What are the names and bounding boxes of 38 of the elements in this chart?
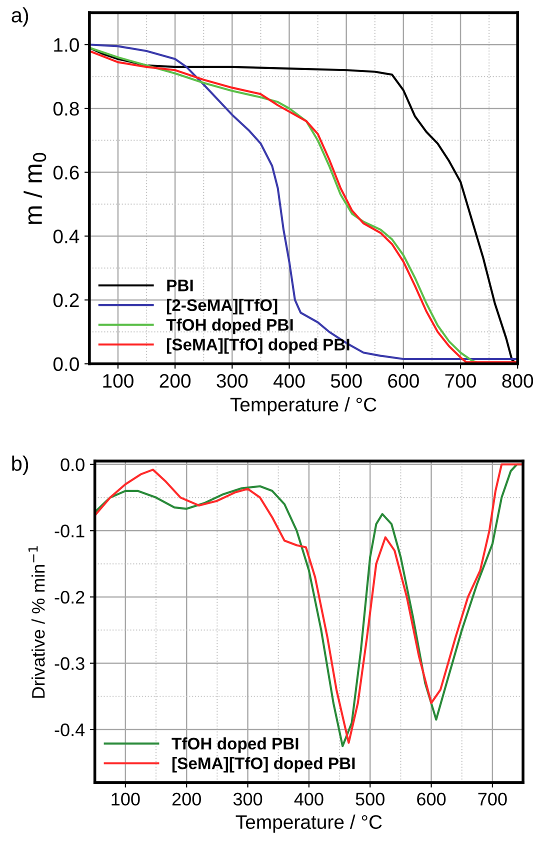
- legend-label: TfOH doped PBI: [166, 318, 293, 334]
- legend-label: PBI: [167, 280, 193, 292]
- legend-label: [SeMA][TfO] doped PBI: [172, 757, 355, 773]
- x-tick-label: 800: [502, 374, 534, 388]
- x-tick-label: 400: [273, 374, 305, 388]
- x-tick-label: 300: [233, 792, 262, 806]
- x-tick-label: 700: [445, 374, 476, 388]
- y-tick-label: 0.0: [53, 357, 79, 372]
- x-tick-label: 500: [330, 374, 362, 388]
- x-axis-title: Temperature / °C: [236, 814, 382, 833]
- text: b): [12, 456, 28, 475]
- y-tick-label: -0.4: [54, 723, 85, 736]
- x-tick-label: 200: [160, 374, 191, 388]
- x-tick-label: 700: [478, 792, 507, 806]
- y-axis-title: Drivative / % min$^{−1}$: [28, 546, 45, 698]
- y-tick-label: 0.0: [60, 458, 84, 472]
- legend-label: TfOH doped PBI: [172, 737, 298, 753]
- x-tick-label: 100: [103, 374, 134, 388]
- x-tick-label: 200: [172, 792, 201, 806]
- y-axis-title: m / m$_{0}$: [24, 152, 46, 224]
- y-tick-label: 0.2: [53, 293, 79, 308]
- y-tick-label: 0.4: [53, 230, 80, 244]
- x-tick-label: 500: [356, 792, 384, 806]
- y-tick-label: 1.0: [54, 38, 79, 52]
- x-tick-label: 600: [417, 792, 446, 806]
- text: a): [12, 7, 28, 27]
- y-tick-label: 0.8: [53, 102, 79, 116]
- x-tick-label: 600: [388, 374, 419, 388]
- y-tick-label: 0.6: [53, 166, 79, 180]
- x-tick-label: 400: [294, 792, 324, 806]
- x-axis-title: Temperature / °C: [230, 397, 376, 416]
- legend-label: [2-SeMA][TfO]: [167, 298, 278, 314]
- x-tick-label: 300: [216, 374, 248, 388]
- legend-label: [SeMA][TfO] doped PBI: [167, 338, 350, 354]
- y-tick-label: -0.2: [54, 590, 84, 604]
- y-tick-label: -0.3: [54, 657, 84, 670]
- y-tick-label: -0.1: [54, 524, 84, 538]
- x-tick-label: 100: [112, 792, 140, 806]
